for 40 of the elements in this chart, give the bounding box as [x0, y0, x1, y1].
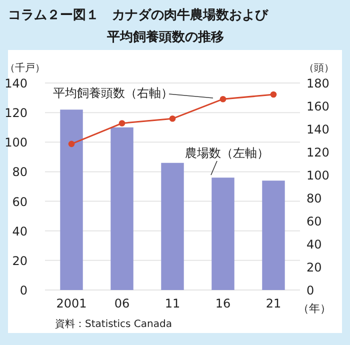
- series-label: 農場数（左軸）: [185, 146, 269, 160]
- x-axis-title: （年）: [298, 302, 331, 315]
- y-tick-label: 100: [4, 136, 28, 150]
- y-tick-label: 120: [4, 106, 28, 120]
- y2-tick-label: 60: [306, 214, 322, 228]
- point: [118, 120, 126, 126]
- y-tick-label: 60: [12, 194, 28, 209]
- point: [270, 91, 277, 98]
- bar: [262, 180, 285, 290]
- y2-tick-label: 100: [306, 168, 330, 182]
- y2-tick-label: 0: [306, 284, 314, 298]
- y-tick-label: 80: [12, 165, 28, 180]
- y-tick-label: 20: [12, 254, 28, 268]
- x-tick-label: 06: [114, 296, 130, 310]
- point: [68, 140, 75, 148]
- point: [169, 115, 176, 122]
- bar: [110, 127, 134, 290]
- y2-tick-label: 180: [306, 76, 330, 90]
- y2-tick-label: 120: [306, 146, 330, 160]
- y-axis-title: （千戸）: [5, 62, 45, 74]
- y-tick-label: 0: [20, 284, 28, 298]
- y2-tick-label: 140: [306, 122, 330, 136]
- y-tick-label: 140: [4, 76, 28, 90]
- x-tick-label: 11: [164, 296, 180, 310]
- bar: [60, 110, 83, 290]
- y2-axis-title: （頭）: [304, 63, 334, 74]
- y2-tick-label: 40: [306, 238, 322, 252]
- y2-tick-label: 20: [306, 260, 322, 274]
- series-label: 平均飼養頭数（右軸）: [53, 86, 173, 100]
- point: [220, 96, 226, 102]
- bar: [161, 162, 184, 290]
- y-tick-label: 40: [12, 224, 28, 238]
- y2-tick-label: 160: [306, 100, 330, 114]
- y2-tick-label: 80: [306, 192, 322, 206]
- text: 資料：Statistics Canada: [55, 318, 172, 330]
- x-tick-label: 21: [266, 296, 282, 310]
- bar: [212, 178, 234, 290]
- x-tick-label: 2001: [56, 296, 87, 310]
- x-tick-label: 16: [215, 296, 231, 310]
- chart-title: コラム２ー図１ カナダの肉牛農場数および平均飼養頭数の推移: [8, 8, 269, 45]
